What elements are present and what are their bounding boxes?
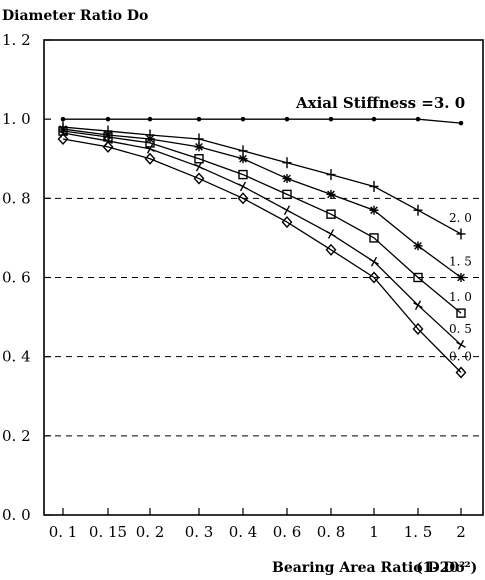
x-axis-label-suffix: (1- Do²): [416, 560, 477, 576]
data-point: [326, 169, 336, 181]
series-label: 2. 0: [449, 211, 472, 225]
axial-stiffness-annotation: Axial Stiffness =3. 0: [295, 94, 465, 112]
y-tick-label: 0. 2: [2, 427, 31, 445]
data-point: [282, 157, 292, 169]
data-point: [238, 154, 248, 164]
y-tick-label: 0. 4: [2, 348, 31, 366]
data-point: [238, 169, 248, 180]
data-point: [147, 116, 153, 122]
series-line: [62, 128, 462, 279]
data-point: [103, 130, 113, 140]
x-tick-label: 0. 2: [136, 523, 165, 541]
x-tick-label: 0. 6: [273, 523, 302, 541]
data-point: [145, 138, 155, 148]
data-point: [326, 209, 336, 219]
y-ticks: 0. 0 0. 2 0. 4 0. 6 0. 8 1. 0 1. 2: [2, 31, 51, 524]
series-label: 1. 5: [449, 255, 472, 269]
x-tick-label: 0. 1: [49, 523, 78, 541]
y-tick-label: 1. 0: [2, 110, 31, 128]
data-point: [455, 366, 467, 379]
x-tick-label: 0. 3: [185, 523, 214, 541]
series-line: [62, 138, 462, 373]
x-tick-label: 0. 4: [229, 523, 258, 541]
data-point: [369, 180, 379, 192]
series-markers: [57, 116, 467, 379]
data-point: [369, 256, 379, 267]
data-point: [282, 205, 292, 216]
data-point: [369, 205, 379, 215]
data-point: [413, 272, 423, 283]
y-tick-label: 0. 6: [2, 269, 31, 287]
data-point: [458, 120, 464, 126]
data-point: [193, 172, 205, 185]
x-tick-label: 1: [369, 523, 379, 541]
data-point: [369, 233, 379, 243]
data-point: [368, 271, 380, 284]
data-point: [456, 339, 466, 350]
series-line: [62, 132, 462, 346]
data-point: [413, 204, 423, 216]
y-tick-label: 0. 8: [2, 189, 31, 207]
data-point: [415, 116, 421, 122]
x-axis-label: Bearing Area Ratio D20²: [272, 560, 465, 576]
data-point: [456, 273, 466, 282]
data-point: [238, 181, 248, 192]
x-tick-label: 2: [456, 523, 466, 541]
gridlines: [44, 197, 483, 437]
data-point: [326, 229, 336, 239]
data-point: [194, 142, 204, 152]
data-point: [196, 116, 202, 122]
data-point: [194, 161, 204, 172]
data-point: [282, 189, 292, 200]
data-point: [456, 308, 466, 318]
series-label: 0. 0: [449, 350, 472, 364]
series-labels: 2. 0 1. 5 1. 0 0. 5 0. 0: [449, 211, 472, 364]
data-point: [282, 174, 292, 184]
data-point: [328, 116, 334, 122]
x-tick-label: 0. 15: [89, 523, 127, 541]
y-tick-label: 1. 2: [2, 31, 31, 49]
data-point: [325, 243, 337, 256]
data-point: [456, 228, 466, 240]
x-tick-label: 1. 5: [404, 523, 433, 541]
series-label: 0. 5: [449, 322, 472, 336]
y-tick-label: 0. 0: [2, 506, 31, 524]
data-point: [412, 322, 424, 336]
data-point: [57, 132, 69, 146]
series-lines: [62, 118, 462, 373]
data-point: [413, 241, 423, 251]
x-ticks: 0. 1 0. 15 0. 2 0. 3 0. 4 0. 6 0. 8 1 1. 5 2: [49, 508, 466, 541]
series-line: [62, 130, 462, 314]
data-point: [413, 300, 423, 311]
data-point: [326, 189, 336, 199]
data-point: [240, 116, 246, 122]
series-line: [63, 118, 462, 124]
data-point: [60, 116, 66, 122]
x-tick-label: 0. 8: [317, 523, 346, 541]
series-label: 1. 0: [449, 290, 472, 304]
data-point: [145, 144, 155, 154]
data-point: [371, 116, 377, 122]
y-axis-label: Diameter Ratio Do: [2, 8, 148, 24]
data-point: [284, 116, 290, 122]
data-point: [281, 216, 293, 229]
series-line: [62, 126, 462, 235]
data-point: [105, 116, 111, 122]
data-point: [237, 192, 249, 205]
data-point: [102, 140, 114, 153]
data-point: [144, 152, 156, 165]
data-point: [194, 154, 204, 164]
